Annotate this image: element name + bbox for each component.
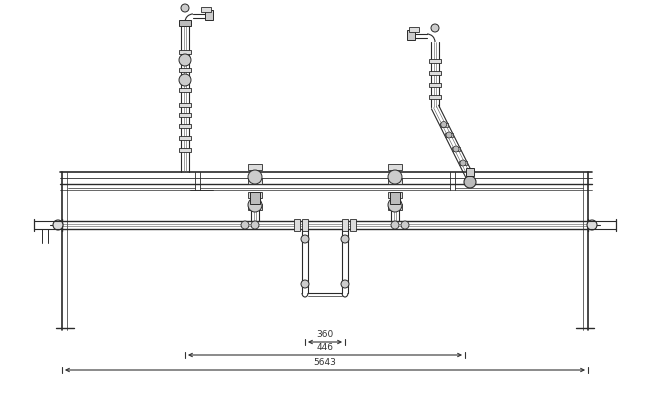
Text: 360: 360 (317, 330, 333, 339)
Bar (342, 219, 348, 231)
Bar (388, 178, 402, 184)
Bar (294, 219, 300, 231)
Bar (429, 71, 441, 75)
Bar (429, 59, 441, 63)
Bar (350, 219, 356, 231)
Circle shape (248, 198, 262, 212)
Bar (388, 164, 402, 170)
Bar (302, 219, 308, 231)
Circle shape (587, 220, 597, 230)
Bar (440, 122, 448, 126)
Circle shape (401, 221, 409, 229)
Bar (248, 178, 262, 184)
Circle shape (301, 235, 309, 243)
Circle shape (181, 4, 189, 12)
Circle shape (388, 198, 402, 212)
Bar (205, 10, 213, 20)
Bar (250, 192, 260, 204)
Bar (179, 124, 191, 128)
Bar (407, 30, 415, 40)
Bar (179, 88, 191, 92)
Circle shape (453, 146, 459, 152)
Circle shape (241, 221, 249, 229)
Circle shape (251, 221, 259, 229)
Bar (248, 204, 262, 210)
Circle shape (388, 170, 402, 184)
Bar (179, 50, 191, 54)
Bar (388, 192, 402, 198)
Bar (248, 164, 262, 170)
Bar (459, 161, 467, 165)
Bar (179, 113, 191, 117)
Bar (452, 147, 460, 151)
Bar (179, 68, 191, 72)
Bar (179, 148, 191, 152)
Bar (429, 95, 441, 99)
Circle shape (341, 280, 349, 288)
Bar (388, 204, 402, 210)
Bar (429, 83, 441, 87)
Bar (179, 103, 191, 107)
Circle shape (179, 74, 191, 86)
Circle shape (464, 176, 476, 188)
Circle shape (53, 220, 63, 230)
Circle shape (446, 132, 452, 138)
Circle shape (301, 280, 309, 288)
Bar (409, 27, 419, 32)
Bar (248, 192, 262, 198)
Circle shape (179, 54, 191, 66)
Bar (179, 136, 191, 140)
Bar (179, 20, 191, 26)
Bar (466, 168, 474, 176)
Circle shape (460, 160, 466, 166)
Circle shape (248, 170, 262, 184)
Circle shape (441, 122, 447, 128)
Bar (201, 7, 211, 12)
Text: 446: 446 (317, 343, 333, 352)
Circle shape (341, 235, 349, 243)
Bar (390, 192, 400, 204)
Circle shape (391, 221, 399, 229)
Circle shape (431, 24, 439, 32)
Bar (445, 133, 453, 137)
Text: 5643: 5643 (313, 358, 337, 367)
